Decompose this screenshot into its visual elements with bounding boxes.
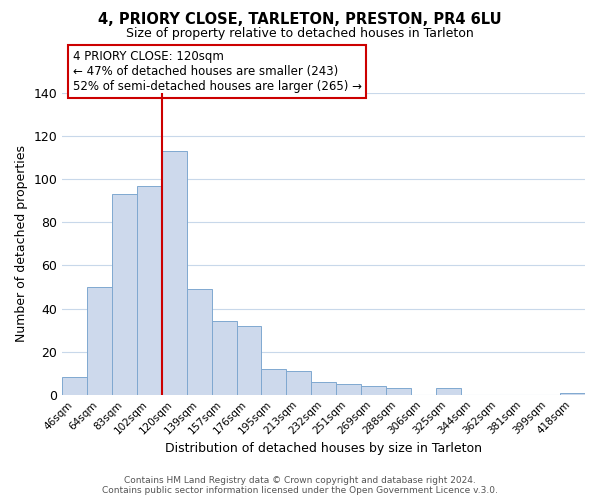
Bar [87, 287, 112, 395]
Text: Contains HM Land Registry data © Crown copyright and database right 2024.
Contai: Contains HM Land Registry data © Crown c… [102, 476, 498, 495]
Bar [137, 186, 162, 394]
Bar [62, 378, 87, 394]
Bar [262, 369, 286, 394]
Bar [386, 388, 411, 394]
Text: Size of property relative to detached houses in Tarleton: Size of property relative to detached ho… [126, 28, 474, 40]
Bar [212, 322, 236, 394]
Bar [286, 371, 311, 394]
Bar [560, 392, 585, 394]
Y-axis label: Number of detached properties: Number of detached properties [15, 146, 28, 342]
Bar [361, 386, 386, 394]
Bar [236, 326, 262, 394]
Bar [162, 151, 187, 394]
Text: 4, PRIORY CLOSE, TARLETON, PRESTON, PR4 6LU: 4, PRIORY CLOSE, TARLETON, PRESTON, PR4 … [98, 12, 502, 28]
Bar [112, 194, 137, 394]
Bar [187, 289, 212, 395]
Bar [436, 388, 461, 394]
Bar [311, 382, 336, 394]
X-axis label: Distribution of detached houses by size in Tarleton: Distribution of detached houses by size … [165, 442, 482, 455]
Text: 4 PRIORY CLOSE: 120sqm
← 47% of detached houses are smaller (243)
52% of semi-de: 4 PRIORY CLOSE: 120sqm ← 47% of detached… [73, 50, 362, 93]
Bar [336, 384, 361, 394]
